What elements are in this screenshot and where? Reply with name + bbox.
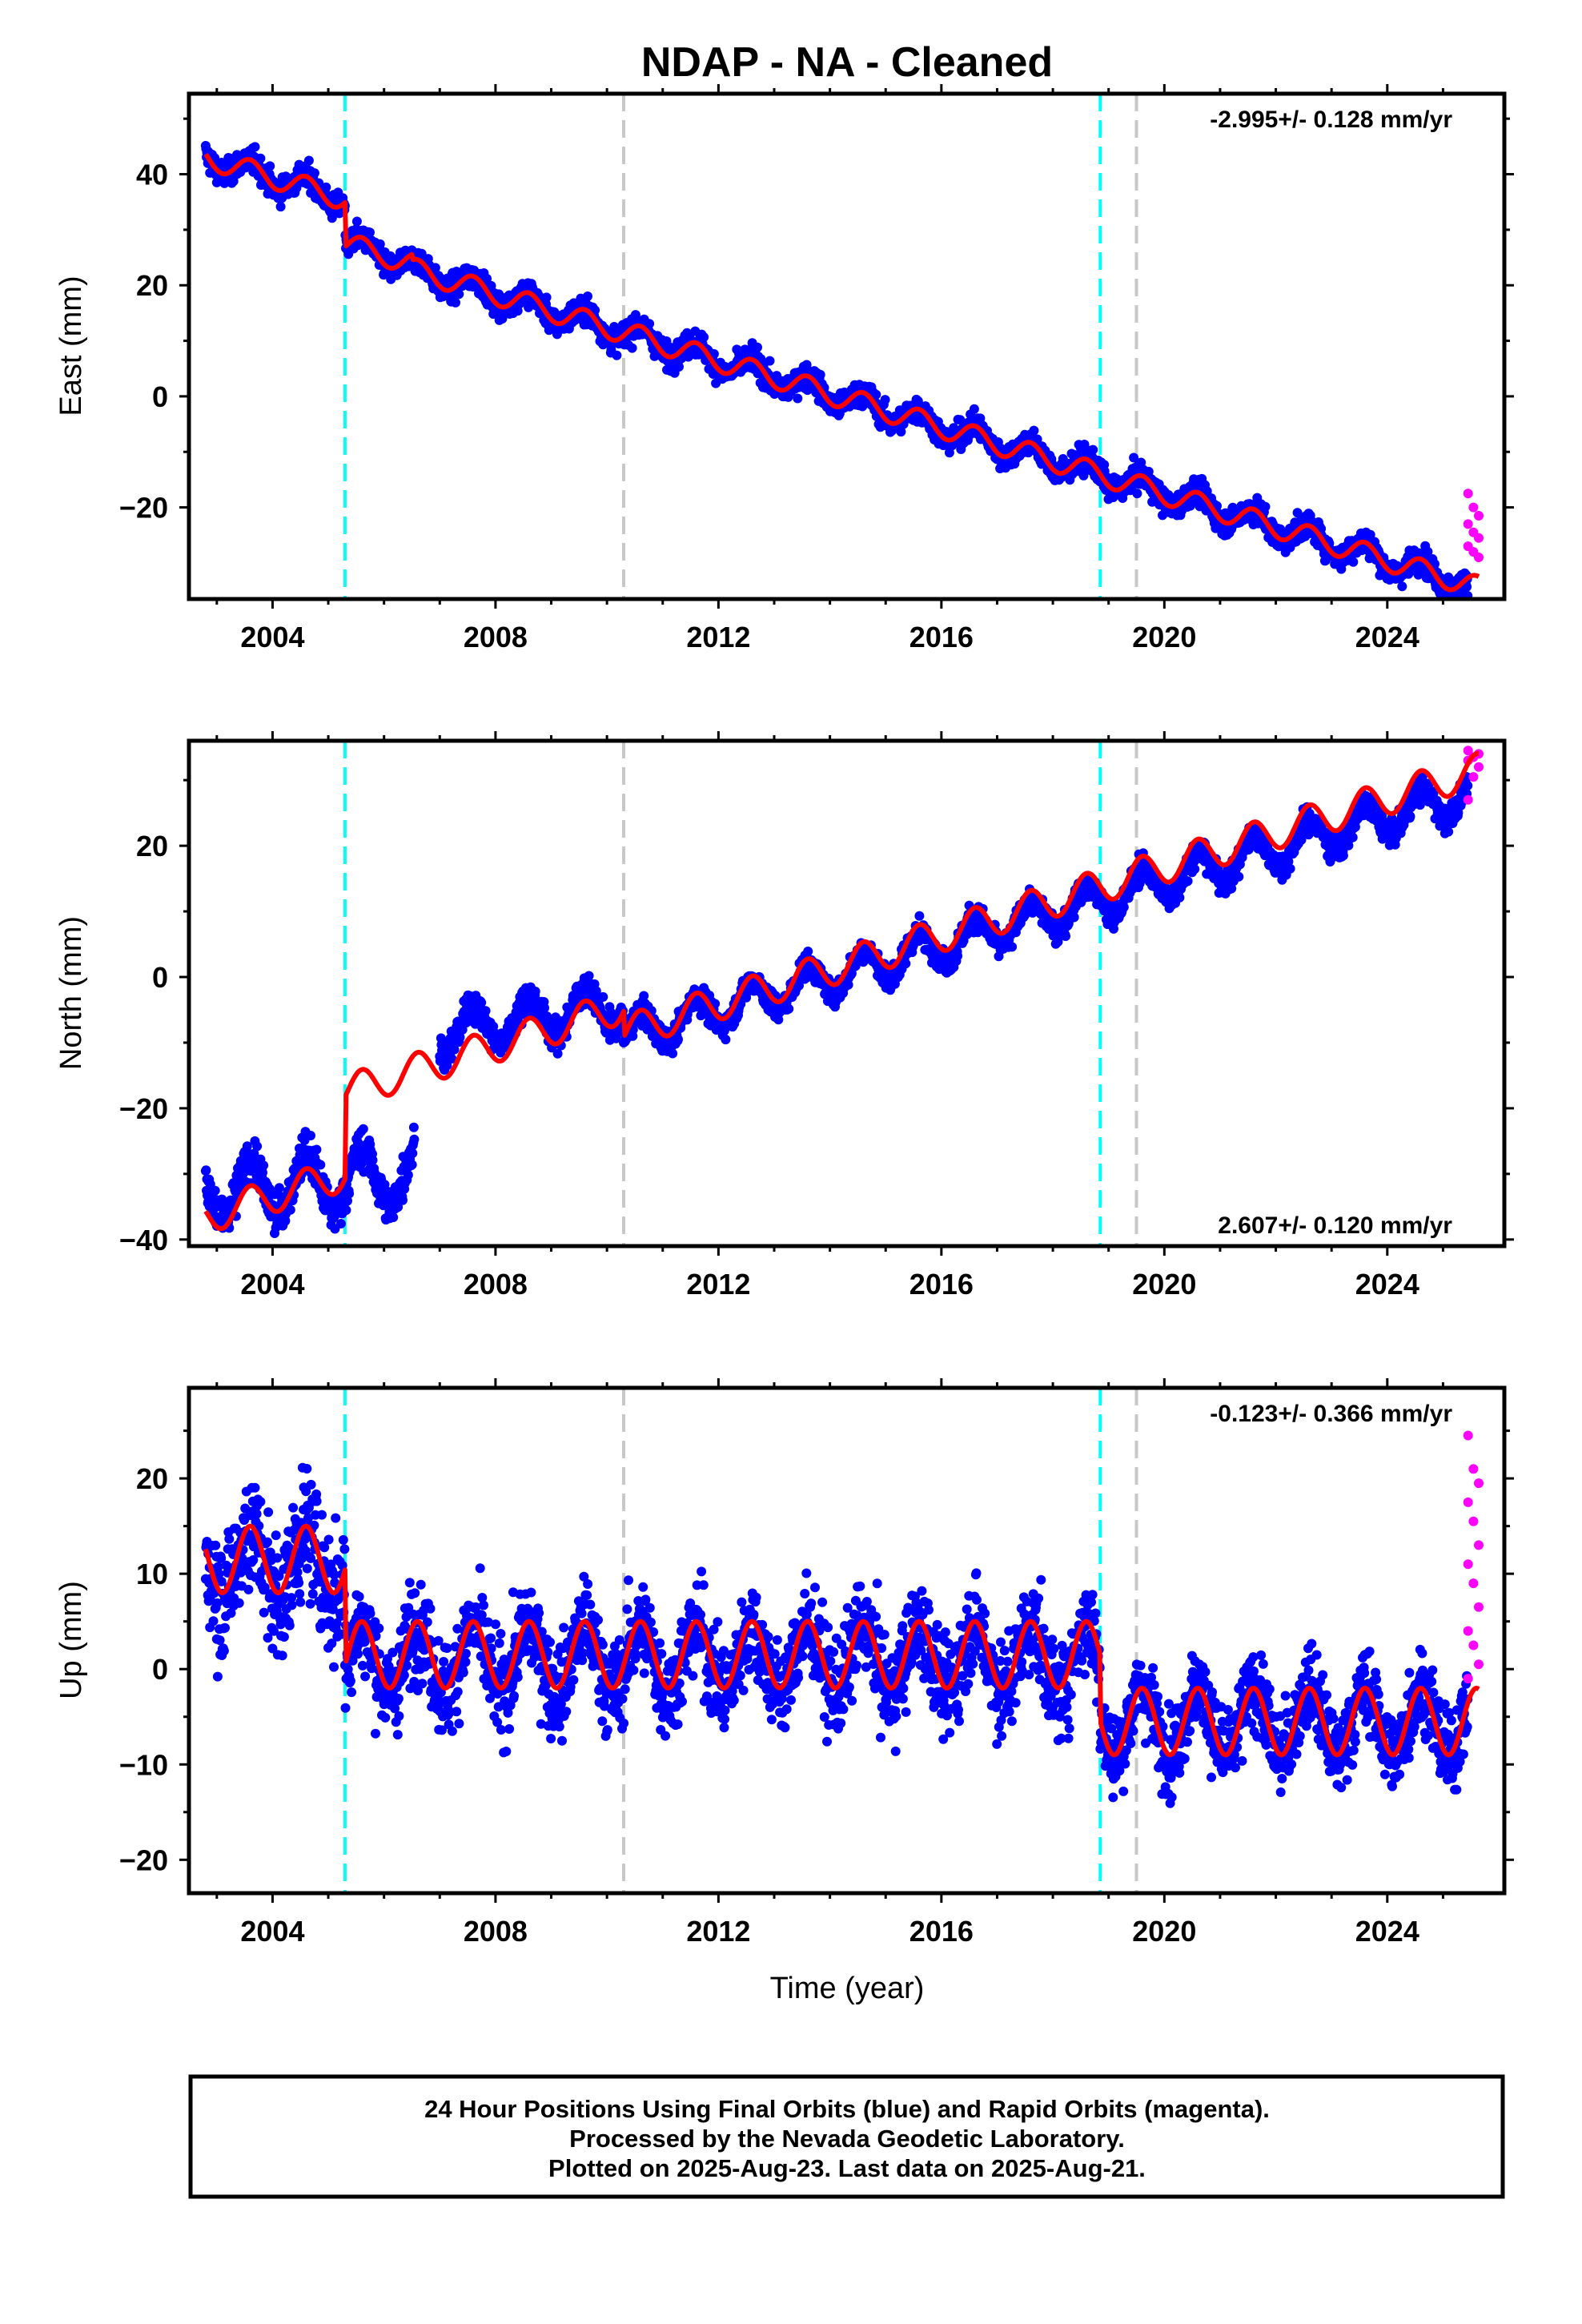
north-final-point (274, 1183, 284, 1193)
east-xtick-label: 2016 (909, 621, 974, 653)
north-final-point (803, 947, 813, 956)
east-final-point (250, 142, 260, 152)
east-final-point (753, 342, 762, 352)
north-final-point (407, 1160, 417, 1170)
east-ytick-label: 40 (136, 159, 168, 191)
east-xtick-label: 2004 (240, 621, 304, 653)
chart-title: NDAP - NA - Cleaned (641, 39, 1053, 86)
east-final-point (674, 362, 684, 372)
east-ytick-label: −20 (119, 492, 168, 525)
east-final-point (275, 202, 286, 212)
north-final-point (252, 1141, 263, 1152)
north-final-point (306, 1131, 315, 1140)
north-final-point (1061, 931, 1070, 941)
east-final-point (309, 168, 319, 179)
north-final-point (476, 998, 487, 1007)
east-final-point (430, 263, 440, 273)
north-final-point (210, 1185, 220, 1196)
north-final-point (530, 987, 540, 996)
north-final-point (201, 1165, 211, 1176)
east-final-point (303, 155, 314, 166)
east-xtick-label: 2008 (464, 621, 528, 653)
north-final-point (341, 1205, 351, 1216)
east-final-point (497, 314, 508, 324)
east-rapid-point (1468, 502, 1479, 513)
north-final-point (335, 1219, 346, 1228)
north-final-point (1007, 942, 1018, 952)
north-final-point (784, 1003, 794, 1014)
north-final-point (358, 1124, 368, 1134)
east-xtick-label: 2020 (1132, 621, 1196, 653)
east-final-point (255, 153, 266, 163)
east-final-point (321, 182, 331, 192)
east-rate-label: -2.995+/- 0.128 mm/yr (1210, 107, 1452, 133)
north-final-point (721, 1035, 731, 1045)
panel-east: 2004 2008 2012 2016 2020 2024 −20 0 20 40 East (m… (54, 84, 1514, 653)
east-xtick-label: 2024 (1355, 621, 1419, 653)
east-final-point (612, 350, 622, 360)
east-final-point (793, 393, 803, 404)
east-final-point (880, 395, 890, 405)
east-final-point (627, 343, 637, 353)
east-final-point (1260, 501, 1271, 512)
east-rapid-point (1474, 533, 1484, 543)
east-final-point (541, 292, 552, 303)
east-xtick-label: 2012 (686, 621, 750, 653)
north-final-point (259, 1160, 269, 1171)
east-ylabel: East (mm) (54, 275, 88, 416)
north-final-point (552, 1048, 563, 1059)
north-final-point (398, 1195, 408, 1205)
north-final-point (311, 1144, 322, 1155)
east-final-point (265, 161, 275, 171)
east-final-point (375, 239, 385, 249)
north-final-point (673, 1034, 683, 1044)
east-final-point (228, 176, 239, 187)
north-final-point (953, 951, 963, 961)
north-final-point (403, 1170, 413, 1180)
east-final-point (969, 404, 979, 414)
north-final-point (480, 1006, 491, 1016)
north-final-point (540, 1003, 549, 1013)
east-final-point (699, 332, 709, 342)
east-final-point (454, 289, 464, 300)
north-final-point (367, 1155, 378, 1165)
east-ytick-label: 0 (152, 380, 168, 413)
east-rapid-point (1463, 519, 1473, 529)
east-final-point (351, 216, 362, 227)
north-final-point (344, 1188, 355, 1199)
north-final-point (315, 1160, 326, 1170)
north-final-point (388, 1212, 399, 1223)
north-final-point (409, 1134, 420, 1144)
east-final-point (1397, 581, 1407, 592)
north-final-point (914, 911, 925, 921)
north-final-point (408, 1122, 419, 1132)
east-final-point (1132, 489, 1142, 499)
east-rapid-point (1474, 553, 1484, 562)
east-final-point (365, 227, 375, 238)
east-final-point (815, 369, 825, 380)
north-final-point (598, 991, 608, 1002)
east-final-point (765, 356, 775, 366)
east-rapid-point (1463, 489, 1473, 499)
east-final-point (512, 306, 523, 316)
north-final-point (668, 1048, 678, 1059)
north-final-point (901, 959, 911, 969)
east-rapid-point (1474, 511, 1484, 521)
east-final-point (1088, 444, 1098, 455)
east-final-point (482, 274, 492, 283)
east-final-point (583, 292, 592, 301)
east-ytick-label: 20 (136, 269, 168, 302)
east-final-point (1029, 425, 1039, 436)
east-final-point (1348, 557, 1359, 567)
east-final-point (451, 297, 460, 308)
north-final-point (285, 1204, 295, 1215)
